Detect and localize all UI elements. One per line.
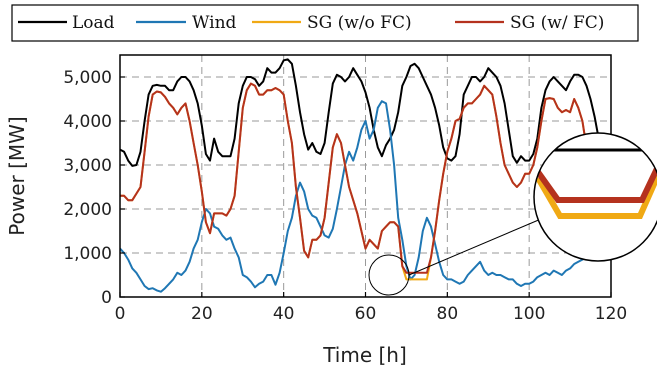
inset-line-sg-w-fc: [535, 156, 657, 203]
inset-line-sg-wo-fc: [535, 164, 657, 219]
series-line-wind: [120, 100, 607, 293]
series-line-load: [120, 58, 608, 167]
series-lines: [120, 58, 608, 293]
legend-frame: [11, 4, 639, 42]
zoom-source-circle: [368, 254, 410, 296]
legend-label-wind: Wind: [192, 13, 237, 33]
legend-item-sg-wo-fc: SG (w/o FC): [252, 13, 412, 33]
x-tick-label: 100: [513, 304, 545, 324]
y-tick-label: 5,000: [63, 68, 112, 88]
series-line-sg-w-fc: [120, 82, 608, 274]
legend-label-load: Load: [72, 13, 115, 33]
x-tick-label: 40: [273, 304, 295, 324]
y-tick-label: 1,000: [63, 244, 112, 264]
legend-label-sg-wo-fc: SG (w/o FC): [307, 13, 412, 33]
x-tick-label: 120: [595, 304, 627, 324]
ticks: 0 20 40 60 80 100 120 0 1,000 2,000 3,000 4,000 5,00…: [63, 68, 627, 324]
legend-item-sg-w-fc: SG (w/ FC): [455, 13, 604, 33]
legend-item-load: Load: [18, 13, 115, 33]
y-axis-title: Power [MW]: [5, 116, 29, 235]
y-tick-label: 0: [101, 288, 112, 308]
x-tick-label: 20: [191, 304, 213, 324]
zoom-connector-line: [408, 215, 549, 276]
zoom-inset-circle: [533, 132, 657, 262]
x-tick-label: 80: [437, 304, 459, 324]
legend-item-wind: Wind: [136, 13, 237, 33]
x-tick-label: 0: [115, 304, 126, 324]
y-tick-label: 4,000: [63, 112, 112, 132]
y-tick-label: 2,000: [63, 200, 112, 220]
x-axis-title: Time [h]: [322, 343, 407, 367]
legend: Load Wind SG (w/o FC) SG (w/ FC): [11, 4, 639, 42]
y-tick-label: 3,000: [63, 156, 112, 176]
x-tick-label: 60: [355, 304, 377, 324]
legend-label-sg-w-fc: SG (w/ FC): [510, 13, 604, 33]
